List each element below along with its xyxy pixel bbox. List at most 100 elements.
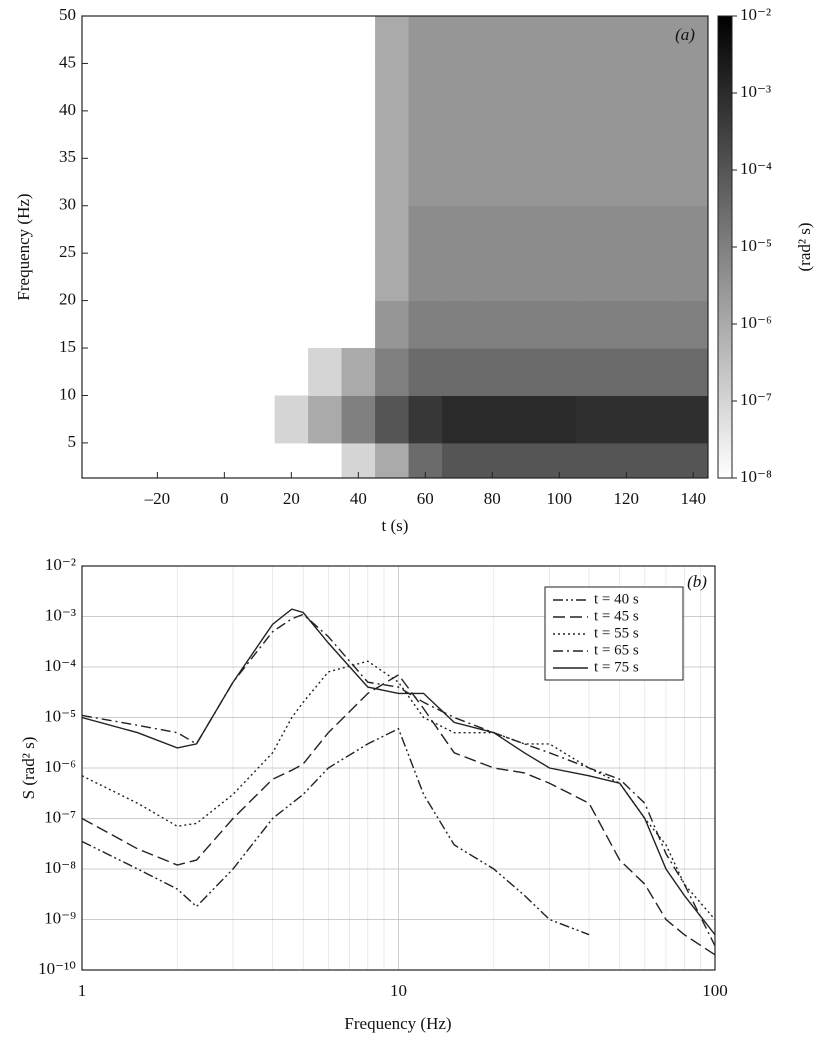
heatmap-cell [643, 395, 678, 444]
y-tick-label: 25 [59, 242, 76, 261]
heatmap-cell [609, 253, 644, 302]
heatmap-cell [542, 253, 577, 302]
y-tick-label: 10⁻⁶ [44, 757, 76, 776]
heatmap-cell [408, 63, 443, 112]
heatmap-cell [509, 348, 544, 396]
y-tick-label: 10 [59, 384, 76, 403]
heatmap-cell [576, 110, 611, 159]
heatmap-cell [576, 300, 611, 349]
heatmap-cell [542, 205, 577, 254]
y-tick-label: 50 [59, 5, 76, 24]
x-tick-label: 10 [390, 981, 407, 1000]
heatmap-cell [509, 395, 544, 444]
y-tick-label: 30 [59, 195, 76, 214]
panel-label: (a) [675, 25, 695, 44]
heatmap-cell [643, 442, 678, 478]
legend-label: t = 65 s [594, 642, 639, 658]
heatmap-cell [475, 253, 510, 302]
colorbar-tick-label: 10⁻⁷ [740, 390, 772, 409]
legend-label: t = 75 s [594, 659, 639, 675]
heatmap-cell [442, 300, 477, 349]
heatmap-cell [408, 395, 443, 444]
y-tick-label: 45 [59, 52, 76, 71]
heatmap-cell [442, 395, 477, 444]
heatmap-cell [609, 63, 644, 112]
x-tick-label: 100 [547, 489, 573, 508]
heatmap-cell [442, 63, 477, 112]
heatmap-cell [509, 16, 544, 64]
heatmap-cell [676, 16, 708, 64]
heatmap-cell [542, 395, 577, 444]
heatmap-cell [576, 205, 611, 254]
heatmap-cell [609, 348, 644, 396]
y-tick-label: 35 [59, 147, 76, 166]
x-tick-label: 0 [220, 489, 229, 508]
panel-a: (a) t (s) Frequency (Hz) (rad² s) –20 0 20… [14, 5, 814, 535]
heatmap-cell [341, 442, 376, 478]
series-line [82, 608, 715, 936]
heatmap-cell [408, 110, 443, 159]
heatmap-cell [542, 158, 577, 207]
heatmap-cell [643, 110, 678, 159]
heatmap-cell [609, 300, 644, 349]
x-tick-label: 1 [78, 981, 87, 1000]
x-axis-label: t (s) [382, 516, 409, 535]
heatmap-cell [341, 395, 376, 444]
heatmap-cell [375, 110, 410, 159]
x-tick-label: 60 [417, 489, 434, 508]
heatmap-cell [442, 253, 477, 302]
colorbar-tick-label: 10⁻⁸ [740, 467, 772, 486]
legend-label: t = 40 s [594, 591, 639, 607]
heatmap-cell [442, 348, 477, 396]
heatmap-cell [676, 110, 708, 159]
y-tick-label: 5 [68, 432, 77, 451]
heatmap-cell [274, 395, 309, 444]
heatmap-cell [475, 158, 510, 207]
heatmap-cell [576, 158, 611, 207]
x-tick-label: 20 [283, 489, 300, 508]
heatmap-cell [576, 16, 611, 64]
heatmap-cell [576, 348, 611, 396]
heatmap-cell [576, 253, 611, 302]
y-tick-label: 20 [59, 290, 76, 309]
heatmap-cell [609, 16, 644, 64]
heatmap-cell [475, 205, 510, 254]
y-tick-label: 10⁻⁹ [44, 908, 76, 927]
heatmap-cell [509, 158, 544, 207]
heatmap-cell [442, 442, 477, 478]
heatmap-cell [643, 205, 678, 254]
heatmap-cell [375, 395, 410, 444]
y-tick-label: 10⁻¹⁰ [38, 959, 76, 978]
heatmap-cell [609, 158, 644, 207]
heatmap-cell [576, 63, 611, 112]
heatmap-cell [375, 253, 410, 302]
y-axis-label: Frequency (Hz) [14, 193, 33, 300]
x-tick-label: 120 [614, 489, 640, 508]
x-tick-label: 140 [681, 489, 707, 508]
heatmap-cell [542, 16, 577, 64]
plot-frame [81, 15, 709, 479]
colorbar-label: (rad² s) [795, 223, 814, 272]
heatmap-cell [643, 63, 678, 112]
heatmap-cell [609, 395, 644, 444]
heatmap-cell [676, 348, 708, 396]
heatmap-cell [408, 205, 443, 254]
heatmap-cell [609, 110, 644, 159]
heatmap-cell [609, 442, 644, 478]
colorbar-tick-label: 10⁻⁴ [740, 159, 772, 178]
heatmap-cell [509, 110, 544, 159]
y-tick-label: 10⁻² [45, 555, 76, 574]
heatmap-cell [676, 395, 708, 444]
y-tick-label: 10⁻⁵ [44, 706, 76, 725]
heatmap-cell [475, 300, 510, 349]
legend-label: t = 45 s [594, 608, 639, 624]
heatmap-cell [408, 442, 443, 478]
heatmap-cell [509, 253, 544, 302]
heatmap-cell [408, 158, 443, 207]
y-axis-label: S (rad² s) [19, 737, 38, 800]
heatmap-cell [475, 348, 510, 396]
heatmap-cell [542, 442, 577, 478]
heatmap-cell [676, 63, 708, 112]
heatmap-cell [442, 110, 477, 159]
heatmap-cell [576, 442, 611, 478]
